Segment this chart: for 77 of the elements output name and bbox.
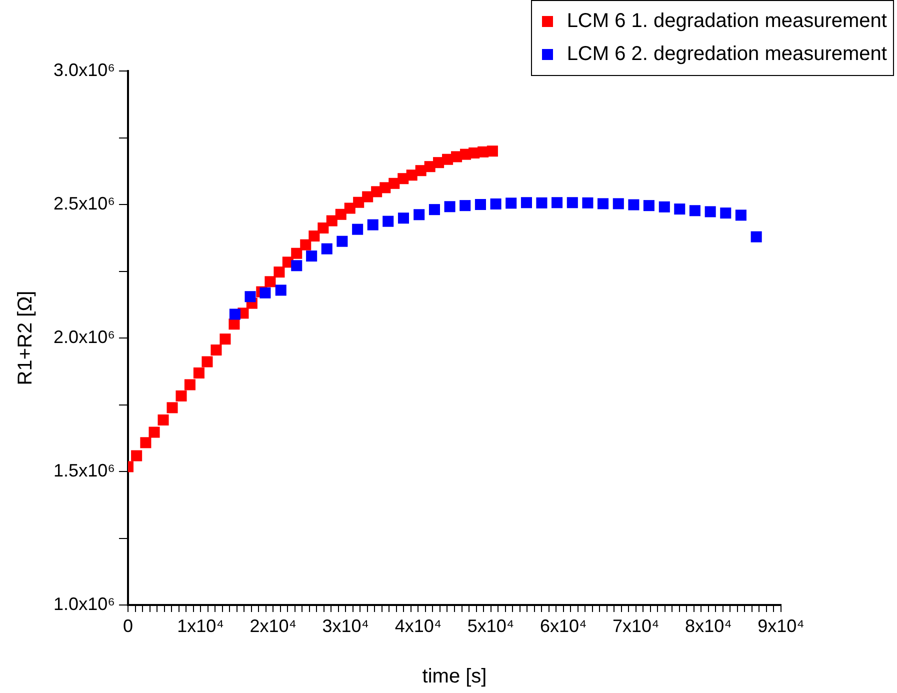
point [398, 212, 410, 224]
point [490, 198, 502, 210]
point [193, 367, 204, 378]
point [658, 201, 670, 212]
y-tick-label: 3.0x10⁶ [54, 60, 115, 80]
point [335, 208, 346, 220]
point [582, 197, 594, 208]
point [704, 206, 716, 218]
x-tick-label: 5x10⁴ [467, 616, 514, 636]
point [750, 231, 762, 242]
point [486, 146, 498, 157]
point [158, 414, 169, 426]
point [474, 198, 486, 210]
point [291, 260, 302, 272]
point [674, 204, 686, 215]
point [321, 243, 332, 254]
x-tick-label: 0 [122, 616, 134, 636]
point [184, 379, 196, 390]
point [352, 224, 364, 235]
x-tick-label: 8x10⁴ [685, 616, 732, 636]
x-tick-label: 3x10⁴ [322, 616, 370, 636]
point [260, 287, 271, 298]
point [566, 197, 578, 208]
point [202, 356, 213, 368]
point [612, 198, 624, 210]
y-tick-label: 2.5x10⁶ [54, 193, 115, 214]
y-tick-label: 2.0x10⁶ [54, 326, 115, 347]
point [308, 230, 320, 242]
legend-label: LCM 6 1. degradation measurement [566, 10, 887, 32]
legend-label: LCM 6 2. degredation measurement [566, 43, 887, 65]
x-axis-title: time [s] [422, 666, 487, 688]
point [229, 308, 240, 320]
point [536, 197, 548, 208]
point [382, 216, 394, 227]
point [643, 200, 654, 212]
x-tick-label: 2x10⁴ [250, 616, 296, 636]
x-tick-label: 9x10⁴ [758, 616, 804, 636]
x-tick-label: 6x10⁴ [540, 616, 587, 636]
point [506, 198, 517, 209]
point [388, 178, 400, 189]
point [598, 198, 609, 210]
point [176, 390, 187, 402]
x-tick-label: 7x10⁴ [612, 616, 660, 636]
point [460, 200, 471, 212]
point [720, 208, 732, 219]
point [318, 222, 329, 234]
y-tick-label: 1.5x10⁶ [54, 460, 115, 480]
point [291, 248, 302, 259]
point [244, 291, 256, 302]
point [735, 210, 746, 221]
point [689, 205, 700, 216]
point [300, 239, 312, 250]
point [362, 191, 374, 202]
point [628, 199, 640, 210]
point [414, 209, 425, 220]
point [148, 426, 160, 438]
point [274, 266, 285, 278]
point [220, 334, 231, 345]
point [140, 437, 152, 448]
point [520, 197, 532, 208]
point [210, 344, 222, 356]
point [306, 250, 318, 262]
point [326, 215, 338, 226]
point [336, 236, 348, 247]
point [264, 276, 276, 288]
point [353, 196, 364, 208]
point [428, 204, 440, 216]
x-tick-label: 1x10⁴ [177, 616, 224, 636]
y-axis-title: R1+R2 [Ω] [14, 290, 37, 386]
x-tick-label: 4x10⁴ [394, 616, 442, 636]
point [131, 450, 142, 462]
point [367, 219, 378, 230]
point [166, 402, 178, 414]
point [275, 284, 286, 296]
y-tick-label: 1.0x10⁶ [54, 594, 115, 614]
point [444, 201, 456, 212]
point [552, 197, 563, 208]
